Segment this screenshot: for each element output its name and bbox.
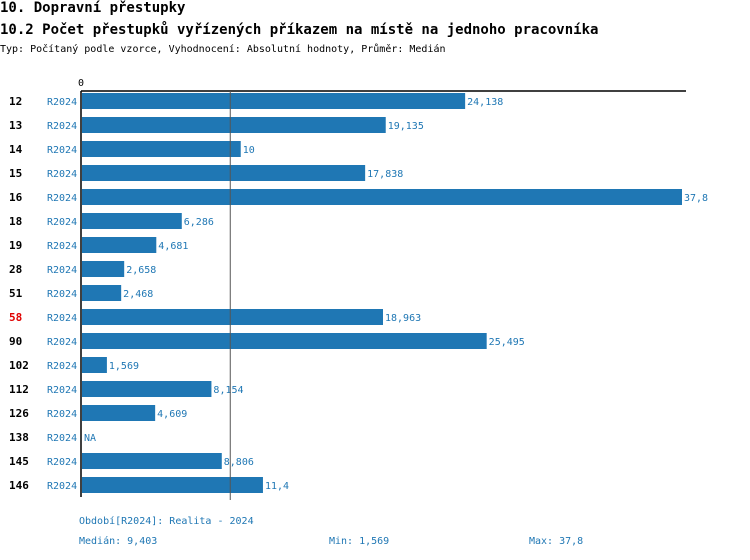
category-label: 145 [9, 455, 29, 468]
data-label: 6,286 [184, 217, 214, 228]
bar [82, 261, 125, 277]
data-label: NA [84, 433, 96, 444]
series-label: R2024 [47, 97, 77, 108]
category-label: 12 [9, 95, 22, 108]
footer-min: Min: 1,569 [329, 536, 390, 547]
data-label: 37,8 [684, 193, 708, 204]
category-label: 28 [9, 263, 22, 276]
category-label: 112 [9, 383, 29, 396]
series-label: R2024 [47, 361, 77, 372]
chart-description: Typ: Počítaný podle vzorce, Vyhodnocení:… [0, 44, 446, 55]
data-label: 8,806 [224, 457, 254, 468]
bar [82, 141, 241, 157]
bar [82, 477, 263, 493]
category-label: 13 [9, 119, 22, 132]
series-label: R2024 [47, 169, 77, 180]
bar [82, 237, 157, 253]
data-label: 25,495 [489, 337, 525, 348]
bar [82, 189, 682, 205]
data-label: 1,569 [109, 361, 139, 372]
series-label: R2024 [47, 337, 77, 348]
series-label: R2024 [47, 385, 77, 396]
category-label: 16 [9, 191, 23, 204]
data-label: 8,154 [213, 385, 243, 396]
series-label: R2024 [47, 289, 77, 300]
bar [82, 165, 366, 181]
data-label: 18,963 [385, 313, 421, 324]
data-label: 4,681 [158, 241, 188, 252]
data-label: 17,838 [367, 169, 403, 180]
bar [82, 405, 156, 421]
category-label: 126 [9, 407, 29, 420]
category-label: 138 [9, 431, 29, 444]
chart-title: 10.2 Počet přestupků vyřízených příkazem… [0, 22, 599, 38]
series-label: R2024 [47, 241, 77, 252]
bar [82, 357, 107, 373]
category-label: 19 [9, 239, 22, 252]
bar [82, 309, 383, 325]
series-label: R2024 [47, 433, 77, 444]
bar [82, 381, 212, 397]
data-label: 2,468 [123, 289, 153, 300]
series-label: R2024 [47, 481, 77, 492]
category-label: 146 [9, 479, 29, 492]
footer-period: Období[R2024]: Realita - 2024 [79, 516, 254, 527]
series-label: R2024 [47, 265, 77, 276]
data-label: 11,4 [265, 481, 289, 492]
bar [82, 213, 182, 229]
series-label: R2024 [47, 217, 77, 228]
series-label: R2024 [47, 121, 77, 132]
bar [82, 333, 487, 349]
bar [82, 93, 466, 109]
bar [82, 453, 222, 469]
data-label: 4,609 [157, 409, 187, 420]
category-label: 15 [9, 167, 22, 180]
x-tick-label: 0 [78, 78, 84, 89]
data-label: 2,658 [126, 265, 156, 276]
series-label: R2024 [47, 145, 77, 156]
series-label: R2024 [47, 193, 77, 204]
series-label: R2024 [47, 313, 77, 324]
category-label: 102 [9, 359, 29, 372]
category-label: 51 [9, 287, 23, 300]
data-label: 19,135 [388, 121, 424, 132]
series-label: R2024 [47, 457, 77, 468]
category-label: 14 [9, 143, 23, 156]
category-label: 18 [9, 215, 22, 228]
footer-median: Medián: 9,403 [79, 536, 158, 547]
data-label: 24,138 [467, 97, 503, 108]
category-label: 58 [9, 311, 22, 324]
footer-max: Max: 37,8 [529, 536, 584, 547]
page-title: 10. Dopravní přestupky [0, 0, 186, 16]
bar [82, 285, 122, 301]
bar [82, 117, 386, 133]
series-label: R2024 [47, 409, 77, 420]
data-label: 10 [243, 145, 255, 156]
category-label: 90 [9, 335, 22, 348]
